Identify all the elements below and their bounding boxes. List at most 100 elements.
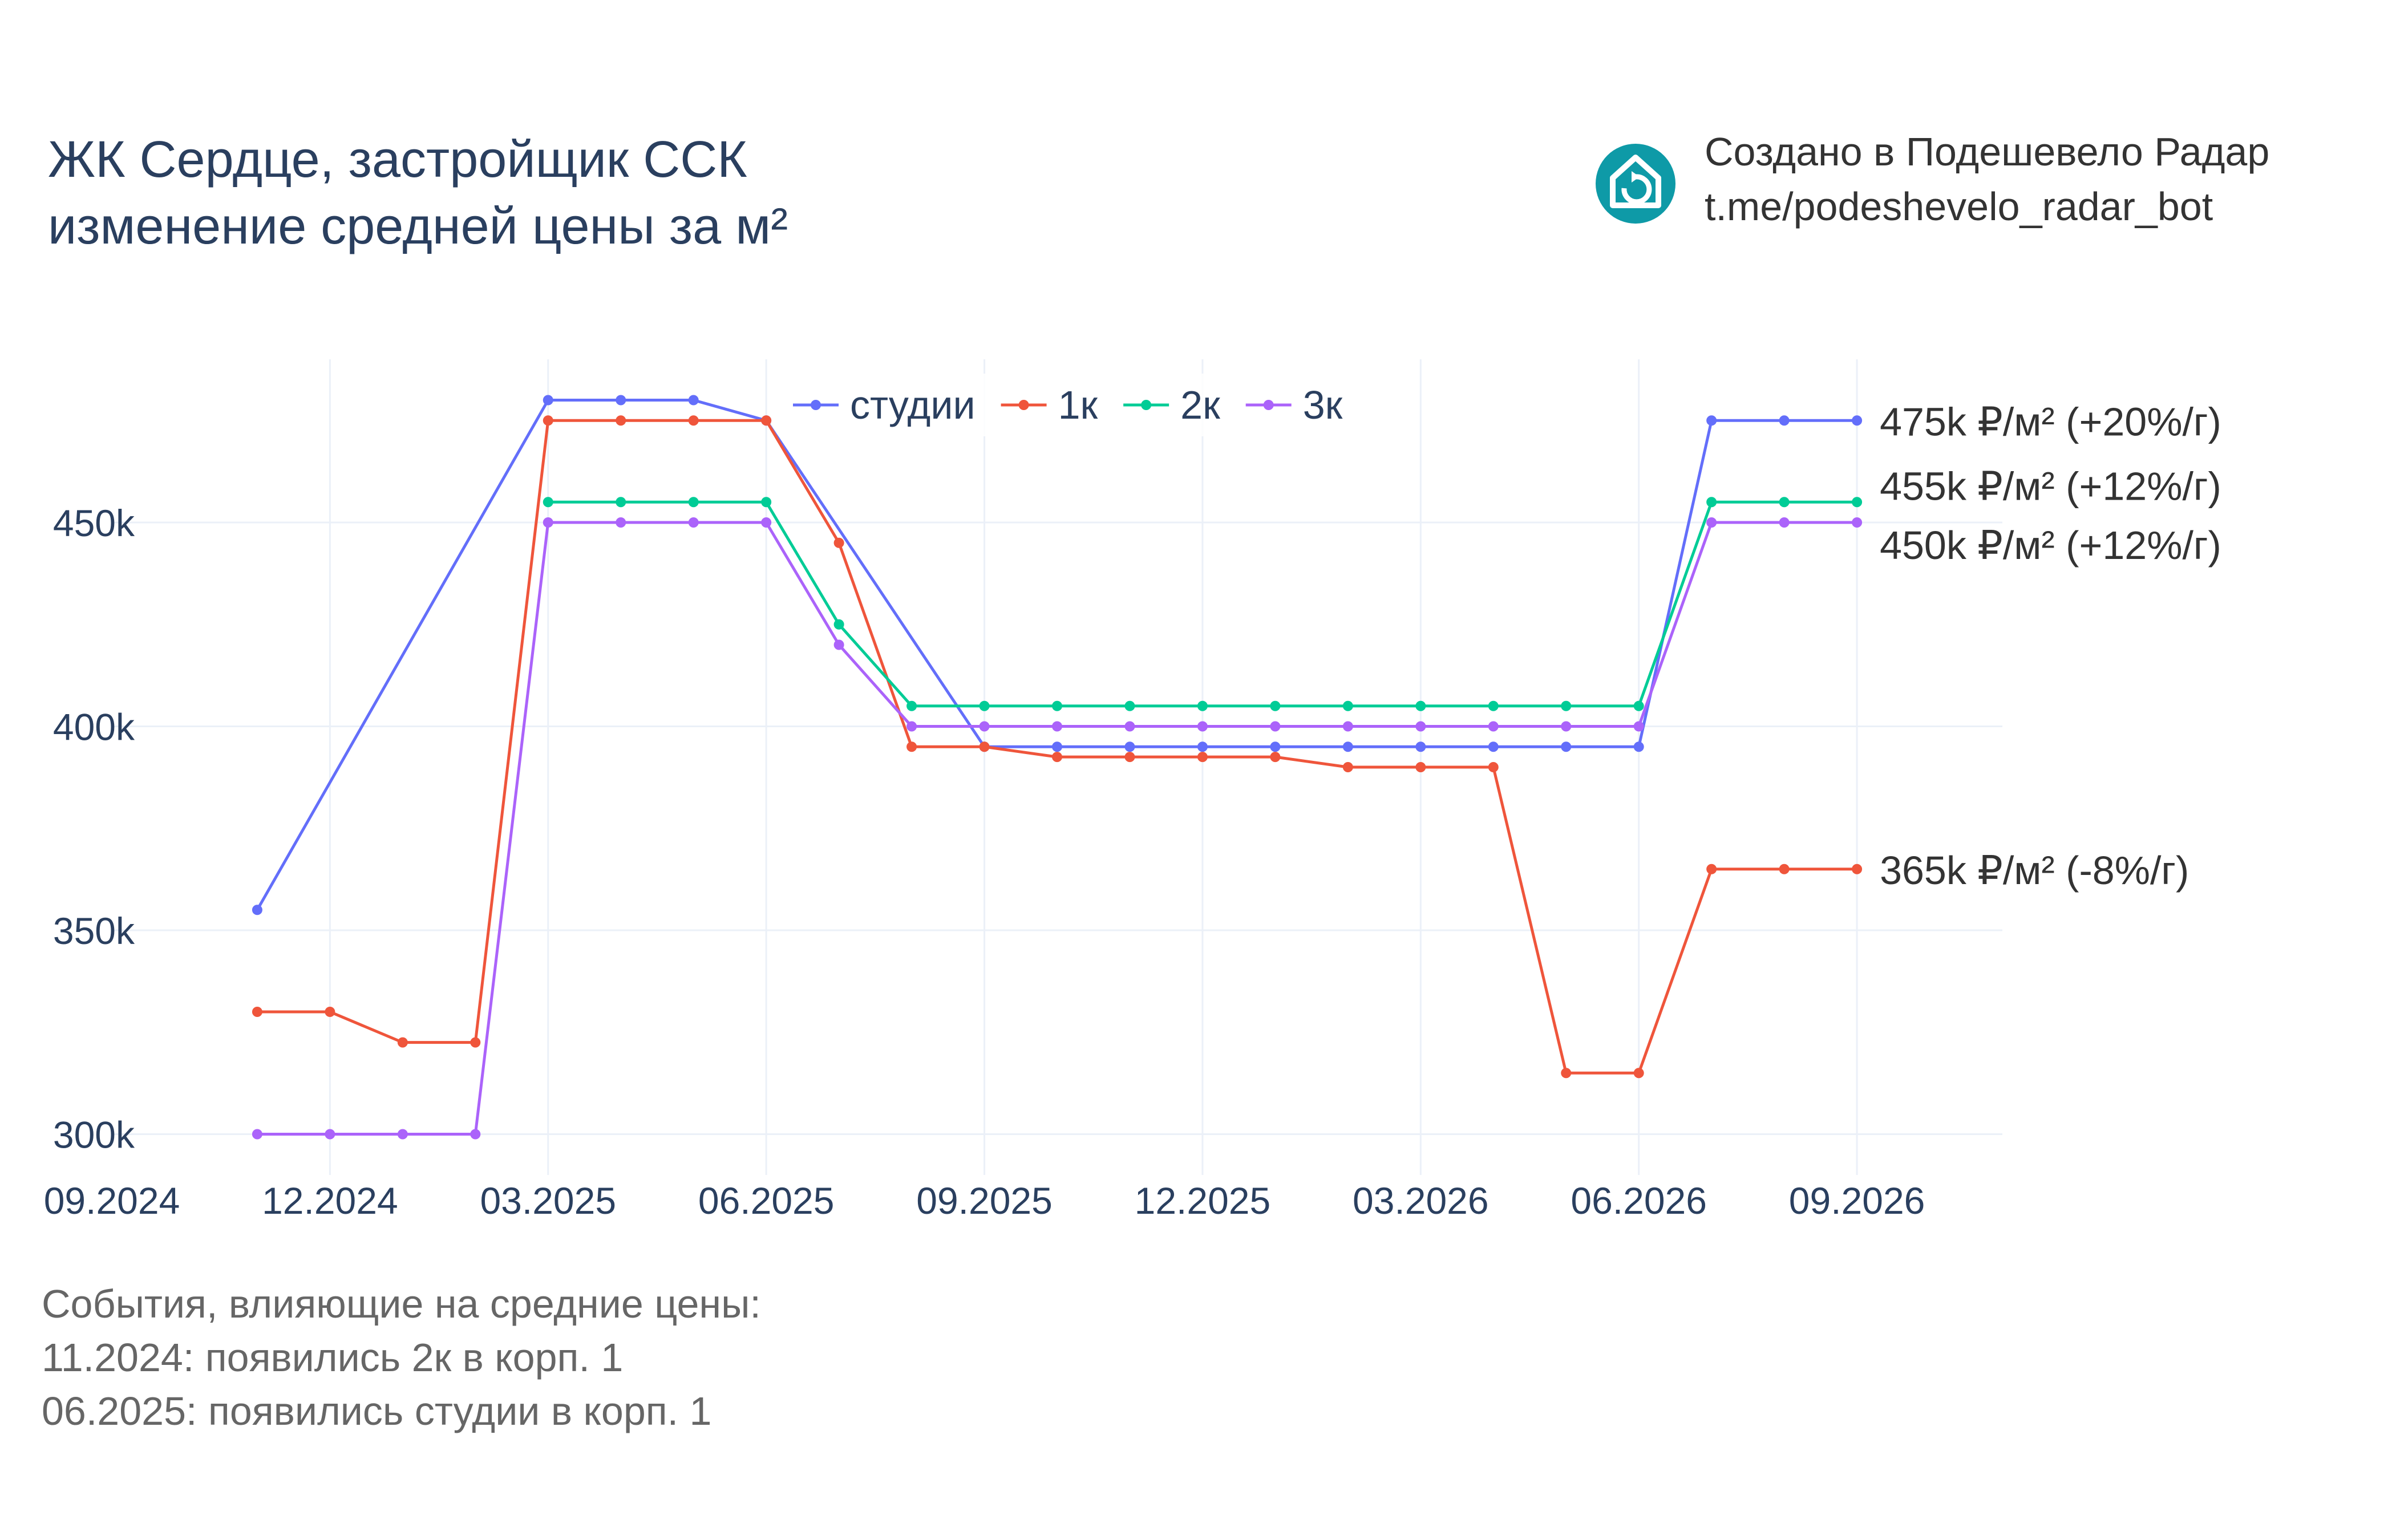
data-point[interactable] (1852, 864, 1863, 874)
data-point[interactable] (543, 497, 553, 508)
data-point[interactable] (1124, 700, 1135, 711)
house-refresh-icon-arrow (1621, 174, 1652, 205)
data-point[interactable] (1124, 721, 1135, 732)
data-point[interactable] (1488, 700, 1499, 711)
legend-swatch-marker (1263, 400, 1274, 410)
data-point[interactable] (1052, 721, 1062, 732)
data-point[interactable] (979, 721, 990, 732)
data-point[interactable] (761, 497, 772, 508)
data-point[interactable] (543, 415, 553, 426)
data-point[interactable] (543, 395, 553, 406)
data-point[interactable] (688, 517, 699, 528)
x-axis: 09.2024 12.2024 03.2025 06.2025 09.2025 12.20… (44, 1180, 1925, 1222)
data-point[interactable] (1415, 741, 1426, 752)
data-point[interactable] (1561, 721, 1572, 732)
data-point[interactable] (1852, 497, 1863, 508)
data-point[interactable] (1561, 741, 1572, 752)
data-point[interactable] (1415, 762, 1426, 772)
data-point[interactable] (1779, 497, 1790, 508)
data-point[interactable] (252, 905, 262, 915)
data-point[interactable] (833, 639, 844, 650)
data-point[interactable] (761, 415, 772, 426)
data-point[interactable] (1488, 741, 1499, 752)
data-point[interactable] (1342, 741, 1353, 752)
data-point[interactable] (979, 700, 990, 711)
data-point[interactable] (1342, 700, 1353, 711)
data-point[interactable] (1488, 762, 1499, 772)
data-point[interactable] (1561, 700, 1572, 711)
data-point[interactable] (1488, 721, 1499, 732)
data-point[interactable] (1197, 752, 1208, 763)
legend-item[interactable]: 3к (1245, 383, 1343, 427)
data-point[interactable] (1633, 1068, 1644, 1079)
data-point[interactable] (979, 741, 990, 752)
data-point[interactable] (325, 1007, 335, 1017)
data-point[interactable] (325, 1129, 335, 1140)
data-point[interactable] (616, 415, 626, 426)
data-point[interactable] (1197, 700, 1208, 711)
data-point[interactable] (906, 700, 917, 711)
brand-name: Создано в Подешевело Радар (1705, 129, 2269, 174)
series-2 (252, 415, 1863, 1079)
data-point[interactable] (1633, 700, 1644, 711)
data-point[interactable] (616, 517, 626, 528)
data-point[interactable] (1342, 762, 1353, 772)
data-point[interactable] (1779, 864, 1790, 874)
data-point[interactable] (833, 619, 844, 630)
data-point[interactable] (1052, 752, 1062, 763)
data-point[interactable] (1633, 741, 1644, 752)
data-point[interactable] (1052, 700, 1062, 711)
x-tick-label: 12.2024 (262, 1180, 398, 1222)
data-point[interactable] (1270, 700, 1281, 711)
data-point[interactable] (252, 1129, 262, 1140)
legend-item[interactable]: 1к (1001, 383, 1098, 427)
data-point[interactable] (1197, 741, 1208, 752)
legend-item[interactable]: студии (793, 383, 976, 427)
data-point[interactable] (1852, 415, 1863, 426)
data-point[interactable] (688, 395, 699, 406)
data-point[interactable] (761, 517, 772, 528)
data-point[interactable] (470, 1129, 481, 1140)
data-point[interactable] (1342, 721, 1353, 732)
data-point[interactable] (1270, 741, 1281, 752)
data-point[interactable] (906, 741, 917, 752)
data-point[interactable] (470, 1037, 481, 1048)
data-point[interactable] (616, 497, 626, 508)
data-point[interactable] (1415, 700, 1426, 711)
data-point[interactable] (252, 1007, 262, 1017)
data-point[interactable] (1415, 721, 1426, 732)
house-refresh-icon-house (1610, 155, 1661, 208)
data-point[interactable] (1561, 1068, 1572, 1079)
house-refresh-icon-arrowhead (1632, 171, 1640, 183)
data-point[interactable] (1270, 752, 1281, 763)
data-point[interactable] (1706, 864, 1717, 874)
data-point[interactable] (688, 497, 699, 508)
chart-title-line2: изменение средней цены за м² (48, 198, 788, 255)
y-tick-label: 350k (53, 910, 135, 952)
data-point[interactable] (688, 415, 699, 426)
data-point[interactable] (1197, 721, 1208, 732)
x-tick-label: 09.2026 (1789, 1180, 1925, 1222)
data-point[interactable] (906, 721, 917, 732)
legend-swatch-marker (1018, 400, 1029, 410)
data-point[interactable] (616, 395, 626, 406)
data-point[interactable] (1706, 415, 1717, 426)
data-point[interactable] (1052, 741, 1062, 752)
data-point[interactable] (1124, 741, 1135, 752)
data-point[interactable] (397, 1037, 408, 1048)
data-point[interactable] (1706, 497, 1717, 508)
data-point[interactable] (1852, 517, 1863, 528)
data-point[interactable] (833, 537, 844, 548)
data-point[interactable] (543, 517, 553, 528)
brand-link[interactable]: t.me/podeshevelo_radar_bot (1705, 184, 2213, 229)
data-point[interactable] (397, 1129, 408, 1140)
series-3 (543, 497, 1863, 711)
legend-item[interactable]: 2к (1123, 383, 1220, 427)
data-point[interactable] (1779, 415, 1790, 426)
data-point[interactable] (1270, 721, 1281, 732)
data-point[interactable] (1779, 517, 1790, 528)
data-point[interactable] (1633, 721, 1644, 732)
data-point[interactable] (1124, 752, 1135, 763)
data-point[interactable] (1706, 517, 1717, 528)
series-layer (252, 395, 1863, 1140)
